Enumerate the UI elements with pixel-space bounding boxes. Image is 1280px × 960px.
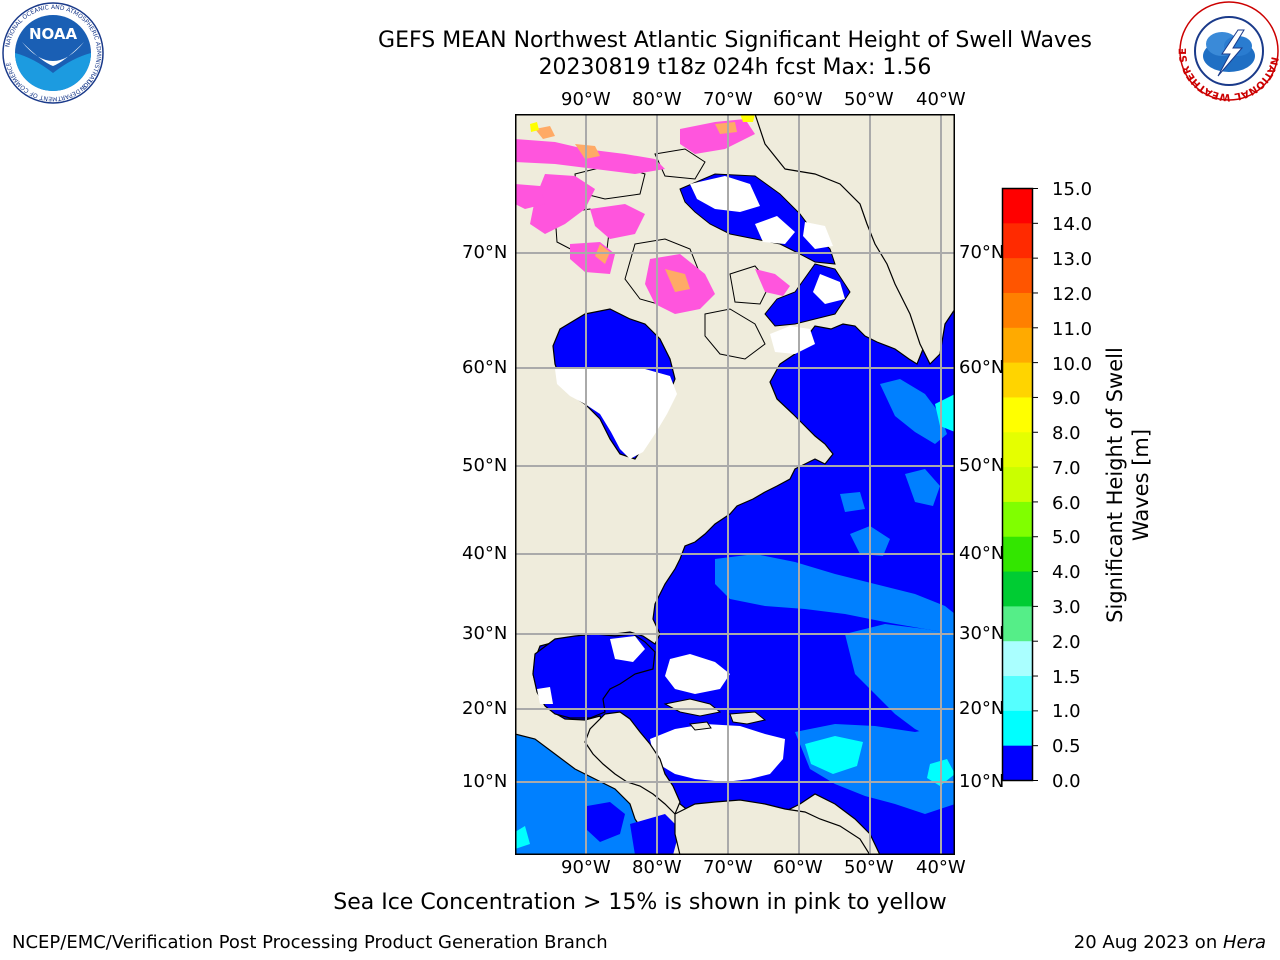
colorbar-swatch bbox=[1002, 327, 1033, 364]
colorbar-swatch bbox=[1002, 676, 1033, 712]
lon-label-top: 40°W bbox=[916, 89, 966, 110]
colorbar-tick-label: 9.0 bbox=[1052, 388, 1081, 409]
lat-label-left: 40°N bbox=[462, 543, 508, 564]
lat-label-left: 10°N bbox=[462, 771, 508, 792]
lat-label-right: 50°N bbox=[959, 455, 1005, 476]
colorbar-swatch bbox=[1002, 397, 1033, 433]
colorbar-swatch bbox=[1002, 536, 1033, 573]
colorbar-tick-label: 11.0 bbox=[1052, 319, 1093, 340]
lat-label-right: 20°N bbox=[959, 698, 1005, 719]
south-america bbox=[674, 799, 871, 854]
lon-label-top: 70°W bbox=[703, 89, 753, 110]
footer-credit: NCEP/EMC/Verification Post Processing Pr… bbox=[12, 932, 608, 953]
colorbar-axis-label: Significant Height of Swell Waves [m] bbox=[1103, 347, 1153, 623]
colorbar-tick-label: 14.0 bbox=[1052, 214, 1093, 235]
colorbar-swatch bbox=[1002, 188, 1033, 224]
colorbar-tick-label: 0.0 bbox=[1052, 771, 1081, 792]
nws-logo-icon: NATIONAL WEATHER SERVICE bbox=[1178, 0, 1280, 102]
footer-date-text: 20 Aug 2023 on bbox=[1073, 932, 1223, 953]
colorbar-swatch bbox=[1002, 571, 1033, 607]
colorbar-swatch bbox=[1002, 501, 1033, 538]
noaa-logo-icon: NOAA NATIONAL OCEANIC AND ATMOSPHERIC AD… bbox=[2, 2, 104, 104]
lon-label-top: 80°W bbox=[632, 89, 682, 110]
colorbar-swatch bbox=[1002, 258, 1033, 294]
colorbar-swatch bbox=[1002, 745, 1033, 781]
colorbar-tick-label: 1.0 bbox=[1052, 701, 1081, 722]
svg-text:NOAA: NOAA bbox=[29, 25, 78, 43]
footer-date: 20 Aug 2023 on Hera bbox=[1074, 932, 1266, 953]
colorbar-tick-label: 2.0 bbox=[1052, 632, 1081, 653]
colorbar-frame bbox=[1001, 187, 1034, 782]
colorbar-swatch bbox=[1002, 710, 1033, 747]
colorbar-tick-label: 13.0 bbox=[1052, 249, 1093, 270]
lon-label-bottom: 90°W bbox=[561, 857, 611, 878]
map-grid bbox=[515, 114, 954, 854]
lat-label-left: 50°N bbox=[462, 455, 508, 476]
lat-label-right: 40°N bbox=[959, 543, 1005, 564]
lat-label-left: 60°N bbox=[462, 357, 508, 378]
chart-title: GEFS MEAN Northwest Atlantic Significant… bbox=[378, 28, 1092, 53]
footer-host: Hera bbox=[1222, 932, 1266, 953]
colorbar-swatch bbox=[1002, 362, 1033, 398]
lon-label-bottom: 50°W bbox=[844, 857, 894, 878]
colorbar-swatch bbox=[1002, 606, 1033, 642]
colorbar-swatch bbox=[1002, 641, 1033, 677]
colorbar-tick-label: 15.0 bbox=[1052, 179, 1093, 200]
lon-label-bottom: 80°W bbox=[632, 857, 682, 878]
colorbar-tick-label: 0.5 bbox=[1052, 736, 1081, 757]
swell-height-map bbox=[515, 114, 955, 855]
sea-ice-note: Sea Ice Concentration > 15% is shown in … bbox=[333, 890, 947, 915]
lon-label-bottom: 70°W bbox=[703, 857, 753, 878]
lon-label-top: 60°W bbox=[773, 89, 823, 110]
colorbar-swatch bbox=[1002, 467, 1033, 503]
lon-label-bottom: 60°W bbox=[773, 857, 823, 878]
greenland bbox=[754, 114, 954, 366]
lat-label-left: 20°N bbox=[462, 698, 508, 719]
colorbar-tick-label: 4.0 bbox=[1052, 562, 1081, 583]
colorbar-swatch bbox=[1002, 223, 1033, 259]
map-frame bbox=[515, 114, 955, 855]
lon-label-top: 50°W bbox=[844, 89, 894, 110]
lat-label-left: 30°N bbox=[462, 623, 508, 644]
lon-label-top: 90°W bbox=[561, 89, 611, 110]
caribbean-no-data bbox=[650, 724, 785, 782]
colorbar-tick-label: 12.0 bbox=[1052, 284, 1093, 305]
lat-label-left: 70°N bbox=[462, 242, 508, 263]
colorbar-tick-label: 7.0 bbox=[1052, 458, 1081, 479]
colorbar-tick-label: 6.0 bbox=[1052, 493, 1081, 514]
colorbar-tick-label: 1.5 bbox=[1052, 667, 1081, 688]
colorbar-tick-label: 10.0 bbox=[1052, 354, 1093, 375]
chart-subtitle: 20230819 t18z 024h fcst Max: 1.56 bbox=[538, 55, 932, 80]
lat-label-right: 60°N bbox=[959, 357, 1005, 378]
lon-label-bottom: 40°W bbox=[916, 857, 966, 878]
lat-label-right: 30°N bbox=[959, 623, 1005, 644]
lat-label-right: 10°N bbox=[959, 771, 1005, 792]
colorbar-tick-label: 8.0 bbox=[1052, 423, 1081, 444]
colorbar-swatch bbox=[1002, 292, 1033, 329]
colorbar-swatch bbox=[1002, 432, 1033, 468]
colorbar bbox=[1001, 187, 1038, 782]
colorbar-tick-label: 5.0 bbox=[1052, 527, 1081, 548]
lat-label-right: 70°N bbox=[959, 242, 1005, 263]
colorbar-tick-label: 3.0 bbox=[1052, 597, 1081, 618]
